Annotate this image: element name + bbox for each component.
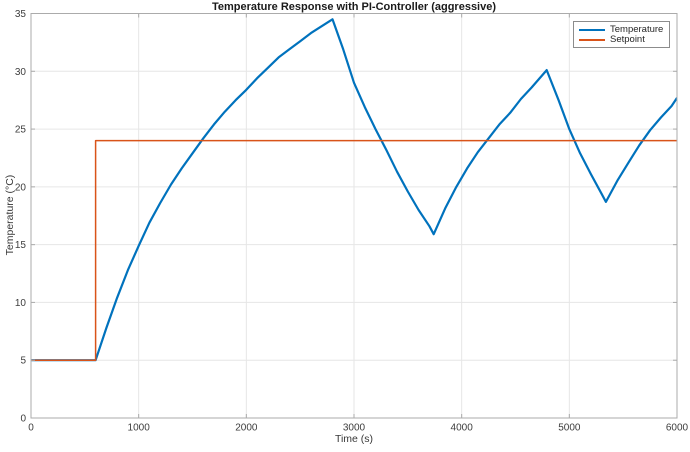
y-tick-label: 5: [20, 356, 26, 367]
x-tick-label: 5000: [558, 423, 581, 434]
tick-marks: [30, 13, 678, 419]
y-tick-label: 30: [15, 67, 27, 78]
temperature-line-swatch: [579, 28, 605, 32]
x-tick-label: 6000: [666, 423, 689, 434]
x-tick-label: 1000: [128, 423, 151, 434]
x-tick-label: 2000: [235, 423, 258, 434]
setpoint-line: [31, 139, 677, 361]
setpoint-line-swatch: [579, 39, 605, 41]
temperature-line: [31, 18, 677, 362]
chart-title: Temperature Response with PI-Controller …: [211, 1, 497, 13]
x-tick-label: 3000: [343, 423, 366, 434]
legend: Temperature Setpoint: [573, 21, 670, 48]
y-axis-label: Temperature (°C): [4, 174, 16, 256]
legend-item-setpoint: Setpoint: [579, 35, 665, 45]
y-tick-label: 35: [15, 9, 27, 20]
y-tick-label: 10: [15, 298, 27, 309]
x-axis-label: Time (s): [334, 433, 374, 445]
legend-label-temperature: Temperature: [610, 24, 664, 35]
legend-item-temperature: Temperature: [579, 25, 665, 35]
grid-lines: [30, 13, 678, 419]
y-tick-label: 15: [15, 240, 27, 251]
tick-labels: 0 1000 2000 3000 4000 5000 6000 0 5 10 15 20 25 30 35: [15, 9, 689, 434]
y-tick-label: 0: [20, 414, 26, 425]
x-tick-label: 0: [28, 423, 34, 434]
y-tick-label: 25: [15, 125, 27, 136]
x-tick-label: 4000: [451, 423, 474, 434]
y-tick-label: 20: [15, 182, 27, 193]
legend-label-setpoint: Setpoint: [610, 34, 645, 45]
